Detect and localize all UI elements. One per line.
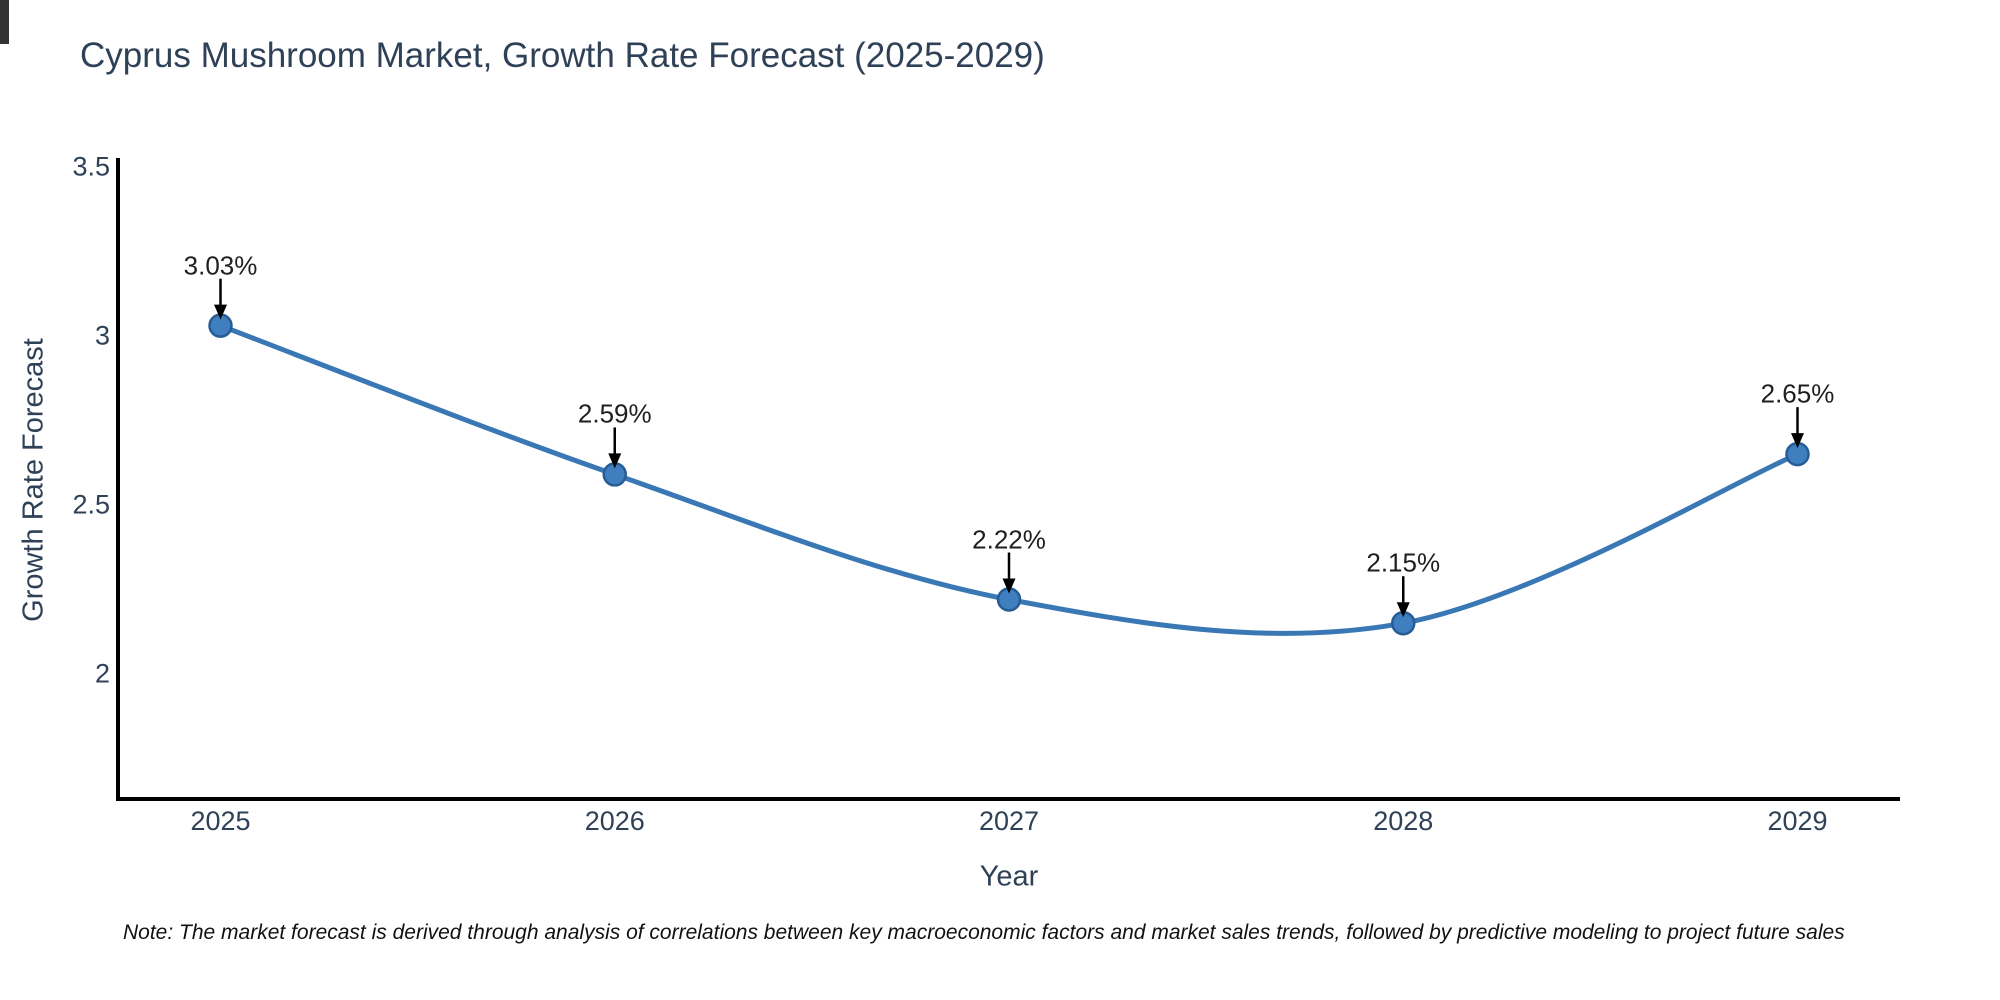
point-annotation: 2.65% — [1760, 378, 1835, 409]
x-tick-label: 2029 — [1767, 806, 1828, 836]
annotation-arrowhead — [1396, 602, 1410, 618]
y-tick-label: 2 — [94, 658, 110, 689]
point-annotation: 2.22% — [972, 524, 1046, 555]
x-tick-label: 2025 — [190, 806, 251, 836]
x-tick-label: 2026 — [584, 806, 645, 836]
y-tick-label: 3 — [94, 320, 110, 351]
x-axis-title: Year — [979, 860, 1039, 893]
annotation-arrowhead — [1790, 433, 1804, 449]
annotation-arrowhead — [214, 304, 228, 320]
y-tick-label: 2.5 — [72, 489, 110, 520]
point-annotation: 2.15% — [1366, 547, 1441, 578]
point-annotation: 2.59% — [577, 398, 652, 429]
axis-lines — [116, 158, 1900, 801]
footnote: Note: The market forecast is derived thr… — [123, 921, 1845, 944]
annotation-arrowhead — [1002, 578, 1016, 594]
chart-title: Cyprus Mushroom Market, Growth Rate Fore… — [80, 36, 1045, 75]
x-tick-label: 2028 — [1373, 806, 1434, 836]
screen-edge-artifact — [0, 0, 9, 44]
x-tick-label: 2027 — [978, 806, 1040, 836]
y-tick-label: 3.5 — [72, 151, 110, 182]
point-annotation: 3.03% — [183, 250, 258, 281]
annotation-arrowhead — [608, 453, 622, 469]
